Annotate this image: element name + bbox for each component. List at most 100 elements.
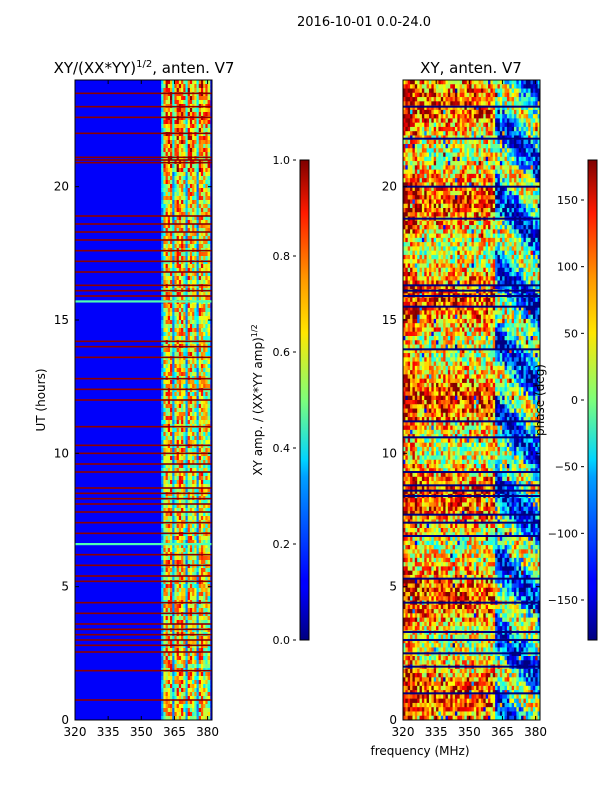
phase-cell [480, 92, 484, 98]
amp-cell [183, 408, 186, 413]
amp-flag-row [75, 532, 212, 535]
amp-cell [176, 340, 180, 345]
amp-cell [203, 664, 206, 669]
amp-cell [174, 708, 178, 713]
amp-cell [163, 500, 167, 505]
phase-cell [452, 173, 456, 179]
phase-cell [523, 169, 527, 175]
phase-cell [516, 88, 520, 94]
amp-cell [172, 232, 175, 237]
amp-cell [196, 672, 200, 677]
phase-cell [485, 144, 489, 149]
phase-cell [445, 161, 449, 166]
amp-cell [163, 280, 167, 285]
amp-cell [203, 448, 206, 453]
amp-cell [196, 656, 200, 661]
phase-cell [504, 114, 508, 119]
phase-cell [495, 165, 498, 171]
amp-cell [170, 572, 173, 577]
amp-cell [207, 136, 211, 141]
amp-cell [196, 636, 200, 641]
amp-cell [167, 544, 171, 549]
amp-cell [200, 416, 204, 421]
amp-cell [203, 360, 206, 365]
amp-cell [167, 220, 171, 225]
amp-cell [170, 96, 173, 101]
amp-cell [185, 260, 189, 265]
amp-cell [189, 228, 193, 233]
amp-cell [174, 188, 178, 193]
amp-cell [174, 284, 178, 289]
amp-cell [174, 616, 178, 621]
amp-cell [172, 92, 175, 97]
amp-cell [174, 216, 178, 221]
phase-cell [521, 92, 524, 98]
amp-cell [170, 276, 173, 281]
phase-cell [447, 80, 451, 85]
amp-cell [187, 612, 191, 617]
phase-cell [499, 88, 503, 94]
phase-cell [440, 88, 444, 94]
amp-cell [200, 400, 204, 405]
phase-cell [464, 105, 468, 111]
phase-cell [440, 101, 444, 107]
phase-cell [532, 144, 536, 149]
amp-cell [172, 660, 175, 665]
amp-cell [170, 368, 173, 373]
amp-cell [198, 688, 202, 693]
amp-cell [172, 388, 175, 393]
amp-cell [185, 524, 189, 529]
phase-cell [488, 156, 491, 162]
amp-cell [176, 324, 180, 329]
phase-cell [464, 109, 468, 115]
phase-cell [426, 114, 430, 119]
phase-cell [419, 148, 423, 154]
amp-cell [174, 628, 178, 633]
phase-cell [414, 152, 418, 158]
amp-cell [194, 400, 198, 405]
amp-cell [161, 396, 164, 401]
amp-cell [205, 276, 209, 281]
phase-cell [431, 109, 435, 115]
amp-ytick-label: 5 [61, 580, 69, 594]
amp-cell [181, 132, 184, 137]
amp-cell [189, 116, 193, 121]
amp-cell [185, 644, 189, 649]
amp-cell [165, 692, 169, 697]
amp-cell [207, 616, 211, 621]
amp-cell [196, 340, 200, 345]
phase-cell [471, 109, 475, 115]
phase-cell [537, 114, 540, 119]
amp-cell [200, 80, 204, 85]
amp-cell [163, 412, 167, 417]
amp-cell [192, 240, 195, 245]
amp-cell [207, 688, 211, 693]
amp-cell [176, 284, 180, 289]
phase-cell [516, 152, 520, 158]
amp-cell [172, 580, 175, 585]
phase-cell [480, 156, 484, 162]
amp-cell [163, 372, 167, 377]
amp-cell [163, 96, 167, 101]
phase-cell [478, 97, 482, 102]
phase-cell [473, 101, 477, 107]
phase-cell [483, 169, 487, 175]
amp-cell [174, 340, 178, 345]
amp-flag-row [75, 289, 212, 292]
amp-cell [183, 208, 186, 213]
amp-cell [203, 296, 206, 301]
phase-cell [514, 101, 517, 107]
amp-cell [198, 84, 202, 89]
amp-cell [187, 284, 191, 289]
amp-cell [185, 392, 189, 397]
amp-cell [172, 196, 175, 201]
phase-cell [473, 165, 477, 171]
phase-cell [426, 169, 430, 175]
amp-cell [187, 280, 191, 285]
phase-cell [502, 161, 506, 166]
amp-cell [205, 624, 209, 629]
amp-cell [203, 472, 206, 477]
phase-cell [452, 105, 456, 111]
phase-cell [485, 178, 489, 183]
phase-cell [537, 105, 540, 111]
